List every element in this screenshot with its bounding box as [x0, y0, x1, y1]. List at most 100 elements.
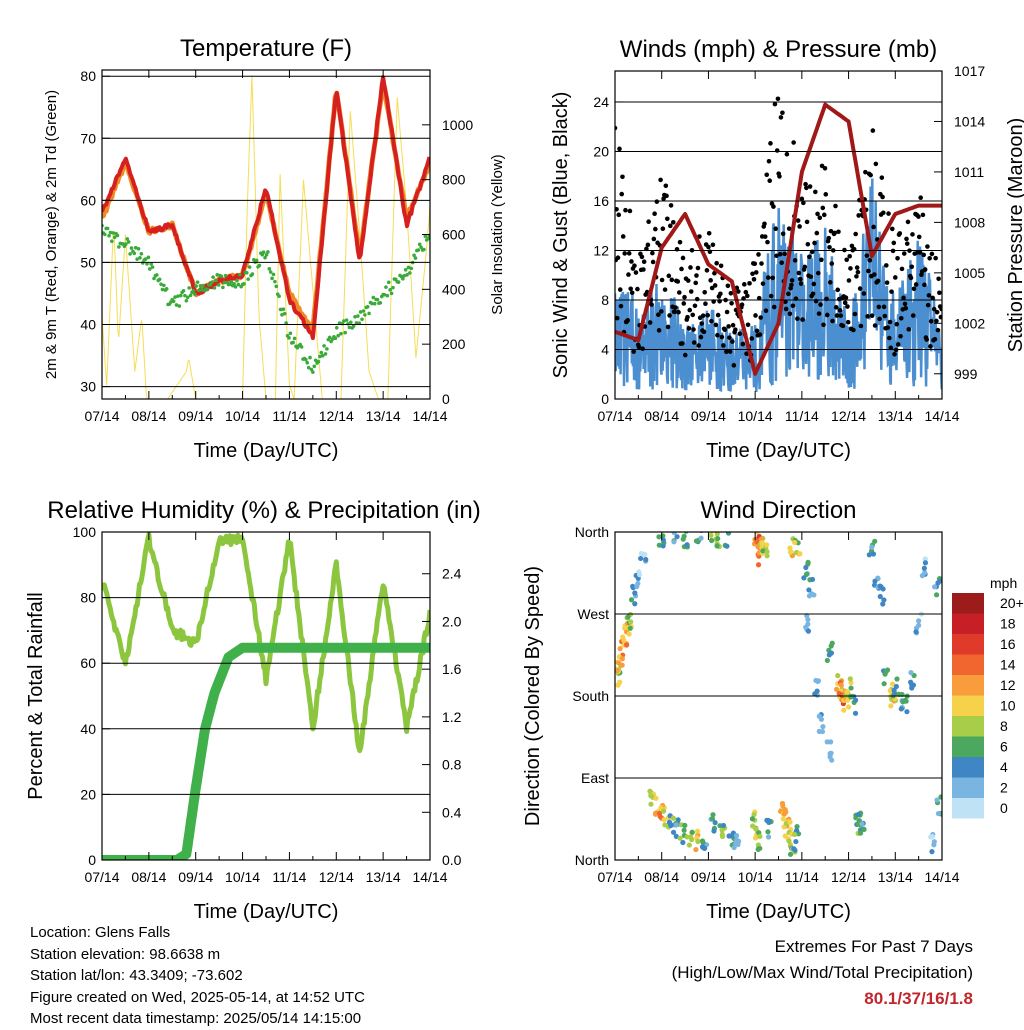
gust-point: [847, 253, 852, 259]
gust-point: [690, 312, 696, 318]
gust-point: [765, 275, 771, 280]
dewpoint-point: [232, 282, 236, 286]
gust-point: [687, 307, 693, 313]
gust-point: [858, 323, 864, 329]
direction-point: [828, 650, 835, 656]
gust-point: [685, 314, 690, 320]
direction-point: [764, 549, 770, 555]
y2-axis-title: Station Pressure (Maroon): [1005, 118, 1024, 353]
gust-point: [704, 268, 710, 273]
gust-point: [750, 271, 755, 277]
y-axis-title: 2m & 9m T (Red, Orange) & 2m Td (Green): [43, 90, 60, 379]
extremes-title: Extremes For Past 7 Days: [774, 937, 973, 956]
dewpoint-point: [178, 293, 183, 298]
legend-label: 14: [1000, 657, 1016, 673]
direction-point: [855, 821, 861, 827]
gust-point: [854, 274, 859, 279]
gust-point: [626, 272, 631, 277]
dewpoint-point: [173, 295, 177, 299]
gust-point: [692, 303, 698, 309]
gust-point: [659, 277, 665, 283]
gust-point: [766, 158, 772, 164]
gust-point: [884, 263, 889, 268]
y-tick-label: 50: [80, 254, 96, 270]
direction-point: [893, 683, 899, 690]
dewpoint-point: [129, 246, 134, 250]
gust-point: [760, 281, 766, 286]
dewpoint-point: [354, 321, 359, 325]
y-tick-label: 80: [80, 68, 96, 84]
gust-point: [722, 327, 728, 333]
direction-point: [709, 816, 716, 822]
direction-point: [710, 812, 716, 818]
direction-point: [764, 553, 770, 559]
gust-point: [812, 240, 817, 246]
direction-point: [686, 842, 692, 848]
gust-point: [918, 195, 923, 201]
dewpoint-point: [205, 287, 210, 292]
series-rh-line: [102, 532, 430, 754]
dewpoint-point: [417, 242, 422, 247]
direction-point: [765, 834, 772, 840]
gust-point: [718, 291, 723, 297]
direction-point: [684, 834, 690, 840]
gust-point: [786, 291, 791, 297]
x-tick-label: 12/14: [831, 869, 866, 885]
gust-point: [694, 296, 700, 302]
gust-point: [782, 251, 787, 257]
direction-point: [909, 685, 915, 691]
gust-point: [636, 344, 642, 350]
dewpoint-point: [313, 358, 318, 363]
dewpoint-point: [105, 226, 110, 231]
dewpoint-point: [115, 233, 120, 238]
dewpoint-point: [305, 360, 310, 365]
direction-point: [787, 819, 793, 825]
gust-point: [833, 305, 839, 310]
gust-point: [804, 185, 809, 191]
gust-point: [804, 219, 810, 225]
gust-point: [765, 239, 770, 245]
x-tick-label: 09/14: [691, 869, 726, 885]
gust-point: [752, 261, 758, 267]
gust-point: [898, 315, 904, 321]
x-tick-label: 07/14: [597, 408, 632, 424]
gust-point: [818, 257, 824, 263]
dewpoint-point: [212, 286, 217, 290]
y-tick-label: 70: [80, 130, 96, 146]
gust-point: [617, 146, 622, 152]
gust-point: [888, 345, 894, 351]
direction-point: [908, 670, 914, 676]
gust-point: [635, 286, 640, 292]
gust-point: [868, 172, 873, 178]
y2-tick-label: 200: [442, 336, 466, 352]
gust-point: [844, 257, 850, 263]
y-tick-label: 30: [80, 379, 96, 395]
direction-point: [636, 572, 643, 578]
dewpoint-point: [385, 293, 390, 298]
gust-point: [815, 211, 820, 217]
dewpoint-point: [111, 231, 116, 235]
direction-point: [932, 584, 938, 590]
gust-point: [832, 230, 838, 236]
gust-point: [616, 212, 622, 218]
gust-point: [653, 226, 658, 232]
gust-point: [867, 257, 873, 263]
direction-point: [811, 592, 817, 598]
direction-point: [751, 811, 757, 818]
direction-point: [806, 587, 812, 593]
direction-point: [787, 549, 793, 555]
dewpoint-point: [176, 294, 180, 298]
direction-point: [805, 559, 811, 565]
gust-point: [889, 226, 895, 232]
gust-point: [731, 363, 737, 368]
dewpoint-point: [110, 239, 114, 244]
dewpoint-point: [171, 299, 176, 304]
gust-point: [852, 311, 858, 317]
direction-point: [866, 552, 872, 558]
plot-area: [615, 96, 942, 393]
gust-point: [700, 313, 706, 318]
gust-point: [737, 331, 743, 337]
gust-point: [884, 280, 890, 285]
direction-point: [937, 578, 942, 584]
y-tick-label: 0: [601, 391, 609, 407]
